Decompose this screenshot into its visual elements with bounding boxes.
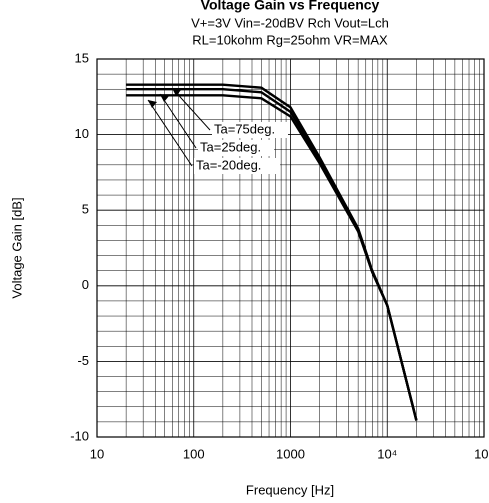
arrow-head [160,94,169,102]
y-tick-label: 5 [82,202,89,217]
legend-label: Ta=-20deg. [196,157,261,172]
legend-label-bg [212,122,288,138]
arrow-head [172,88,181,96]
x-axis-label: Frequency [Hz] [246,482,334,497]
series-line [126,94,418,421]
y-tick-label: 15 [75,50,89,65]
y-tick-label: -5 [77,353,89,368]
x-tick-label: 10 [90,446,104,461]
chart-subtitle: V+=3V Vin=-20dBV Rch Vout=Lch [191,15,389,30]
x-tick-label: 1000 [276,446,305,461]
chart-title: Voltage Gain vs Frequency [201,0,380,13]
legend-label-bg [198,140,274,156]
legend-label: Ta=25deg. [200,139,261,154]
leader-line [159,93,197,149]
legend-label-bg [194,158,280,174]
leader-line [171,87,211,131]
chart-subtitle: RL=10kohm Rg=25ohm VR=MAX [192,32,388,47]
arrow-head [148,100,157,108]
y-tick-label: 10 [75,126,89,141]
x-tick-label: 10⁴ [377,446,397,461]
x-tick-label: 10⁵ [474,446,489,461]
x-tick-label: 100 [183,446,205,461]
leader-line [147,99,193,167]
legend-label: Ta=75deg. [214,121,275,136]
y-tick-label: -10 [70,428,89,443]
series-line [126,87,418,421]
y-tick-label: 0 [82,277,89,292]
plot-frame [96,58,485,438]
y-axis-label: Voltage Gain [dB] [9,197,24,298]
